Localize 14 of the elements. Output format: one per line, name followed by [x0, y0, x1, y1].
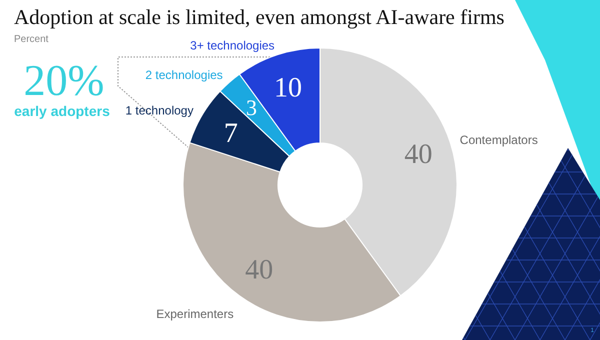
slice-label: 2 technologies — [145, 68, 223, 82]
text: 20% — [24, 56, 104, 105]
data-label: 3 — [246, 95, 258, 120]
data-label: 10 — [274, 72, 302, 104]
slice-label: 1 technology — [125, 103, 194, 118]
slice-label: 3+ technologies — [190, 38, 275, 52]
chart-title: Adoption at scale is limited, even amongst AI-aware firms — [14, 5, 504, 29]
text: early adopters — [14, 103, 110, 119]
slice-label: Contemplators — [460, 132, 538, 147]
data-label: 40 — [404, 138, 432, 170]
text: Percent — [14, 34, 49, 45]
data-label: 40 — [245, 254, 274, 286]
data-label: 7 — [224, 118, 238, 150]
slice-label: Experimenters — [156, 307, 234, 322]
